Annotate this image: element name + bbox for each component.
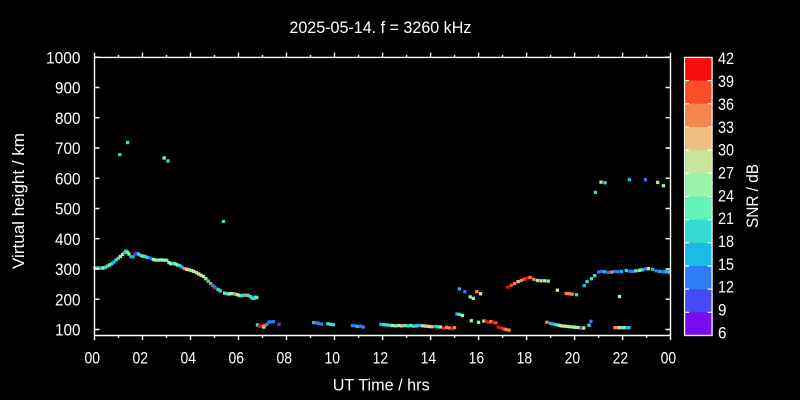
svg-text:UT Time / hrs: UT Time / hrs [333,375,430,394]
svg-text:42: 42 [718,49,734,68]
svg-text:15: 15 [718,255,734,274]
svg-text:700: 700 [55,139,81,158]
svg-text:39: 39 [718,72,734,91]
svg-text:18: 18 [718,232,734,251]
svg-text:10: 10 [325,348,341,367]
svg-text:400: 400 [55,230,81,249]
svg-text:06: 06 [229,348,245,367]
svg-text:21: 21 [718,209,734,228]
svg-text:00: 00 [85,348,101,367]
svg-text:600: 600 [55,169,81,188]
svg-text:9: 9 [718,301,727,320]
svg-text:800: 800 [55,109,81,128]
svg-text:Virtual height / km: Virtual height / km [9,133,28,269]
svg-text:30: 30 [718,141,734,160]
svg-text:33: 33 [718,118,734,137]
svg-text:12: 12 [373,348,389,367]
svg-text:08: 08 [277,348,293,367]
svg-text:12: 12 [718,278,734,297]
svg-text:00: 00 [661,348,677,367]
svg-text:1000: 1000 [46,48,81,67]
svg-text:500: 500 [55,200,81,219]
svg-text:24: 24 [718,186,734,205]
svg-text:2025-05-14. f = 3260 kHz: 2025-05-14. f = 3260 kHz [289,18,471,37]
svg-text:900: 900 [55,79,81,98]
svg-text:27: 27 [718,163,734,182]
svg-text:18: 18 [517,348,533,367]
svg-text:200: 200 [55,290,81,309]
svg-text:36: 36 [718,95,734,114]
svg-text:300: 300 [55,260,81,279]
svg-text:100: 100 [55,321,81,340]
svg-text:22: 22 [613,348,629,367]
svg-text:04: 04 [181,348,197,367]
svg-text:20: 20 [565,348,581,367]
svg-text:6: 6 [718,323,727,342]
svg-text:SNR / dB: SNR / dB [743,164,762,228]
svg-text:02: 02 [133,348,149,367]
svg-text:16: 16 [469,348,485,367]
svg-text:14: 14 [421,348,437,367]
